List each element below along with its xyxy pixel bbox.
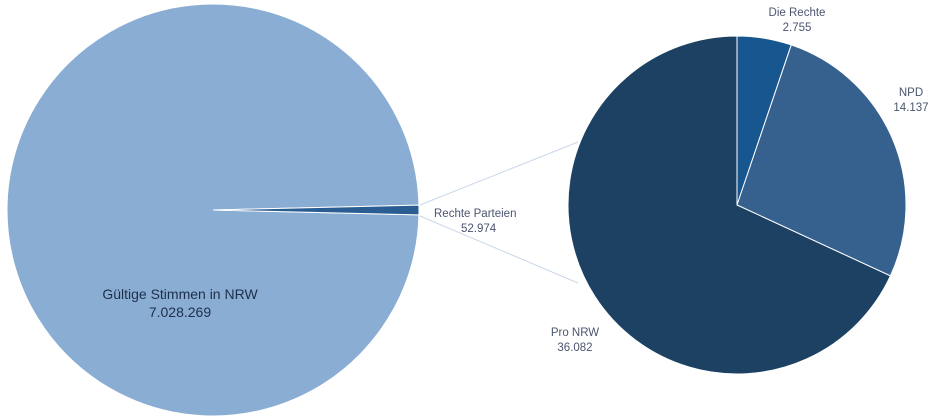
slice-gultige-stimmen-in-nrw — [6, 3, 420, 417]
connector-lines — [419, 141, 579, 284]
left-pie — [6, 3, 420, 417]
value-rechte-parteien: 52.974 — [461, 223, 497, 235]
slice-pro-nrw — [567, 35, 892, 375]
value-npd: 14.137 — [893, 102, 928, 114]
right-pie — [567, 35, 907, 375]
connector-line-bottom — [419, 215, 579, 284]
slice-rechte-parteien — [212, 204, 420, 216]
label-die-rechte: Die Rechte — [769, 7, 826, 19]
label-guelitge-stimmen: Gültige Stimmen in NRW — [102, 286, 258, 302]
label-npd: NPD — [899, 87, 923, 99]
value-die-rechte: 2.755 — [783, 22, 812, 34]
label-rechte-parteien: Rechte Parteien — [434, 208, 516, 220]
connector-line-top — [419, 141, 579, 206]
value-guelitge-stimmen: 7.028.269 — [149, 304, 211, 320]
value-pro-nrw: 36.082 — [557, 342, 592, 354]
slice-npd — [736, 44, 907, 277]
label-pro-nrw: Pro NRW — [551, 327, 599, 339]
